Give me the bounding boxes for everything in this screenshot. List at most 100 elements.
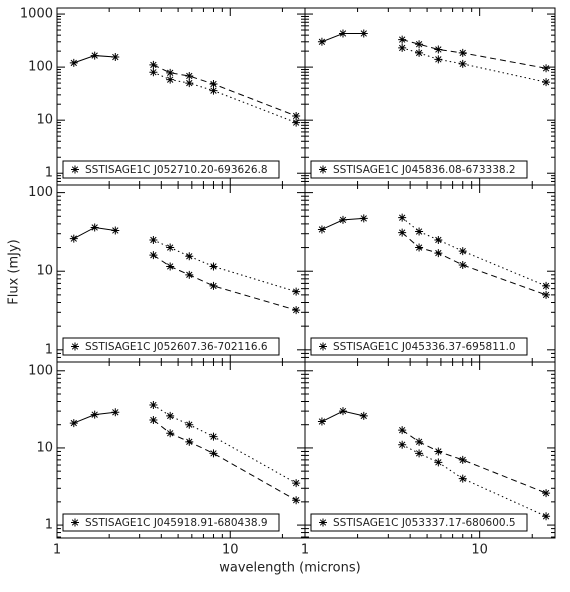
data-point bbox=[209, 432, 218, 441]
data-point bbox=[398, 43, 407, 52]
data-point bbox=[458, 247, 467, 256]
data-point bbox=[458, 455, 467, 464]
data-point bbox=[398, 228, 407, 237]
y-tick-label: 100 bbox=[28, 60, 53, 75]
data-point bbox=[359, 214, 368, 223]
legend-box bbox=[62, 160, 280, 179]
data-point bbox=[415, 48, 424, 57]
data-point bbox=[292, 306, 301, 315]
legend-symbol bbox=[319, 165, 327, 174]
data-point bbox=[185, 437, 194, 446]
series-line bbox=[402, 39, 547, 69]
data-point bbox=[415, 243, 424, 252]
data-point bbox=[209, 80, 218, 89]
data-point bbox=[149, 401, 158, 410]
data-point bbox=[166, 429, 175, 438]
data-point bbox=[415, 437, 424, 446]
y-tick-label: 100 bbox=[28, 185, 53, 200]
series-line bbox=[153, 254, 297, 311]
data-point bbox=[338, 407, 347, 416]
legend-symbol bbox=[71, 165, 79, 174]
legend-box bbox=[310, 160, 528, 179]
legend-symbol bbox=[319, 518, 327, 527]
legend-symbol bbox=[71, 518, 79, 527]
data-point bbox=[69, 419, 78, 428]
series-line bbox=[401, 217, 547, 287]
data-point bbox=[359, 29, 368, 38]
legend-label: SSTISAGE1C J045836.08-673338.2 bbox=[333, 164, 516, 176]
panel-frame bbox=[304, 184, 556, 363]
data-point bbox=[209, 262, 218, 271]
data-point bbox=[185, 420, 194, 429]
data-point bbox=[69, 58, 78, 67]
legend-symbol bbox=[319, 342, 327, 351]
x-tick-label: 1 bbox=[301, 543, 309, 558]
panel-frame bbox=[56, 361, 306, 539]
data-point bbox=[434, 447, 443, 456]
data-point bbox=[398, 426, 407, 435]
data-point bbox=[542, 281, 551, 290]
panel-frame bbox=[56, 184, 306, 363]
data-point bbox=[90, 223, 99, 232]
data-point bbox=[149, 68, 158, 77]
legend-label: SSTISAGE1C J053337.17-680600.5 bbox=[333, 517, 516, 529]
data-point bbox=[292, 479, 301, 488]
panel-frame bbox=[304, 361, 556, 539]
legend-box bbox=[310, 513, 528, 532]
y-tick-label: 1 bbox=[45, 518, 53, 533]
legend-label: SSTISAGE1C J052607.36-702116.6 bbox=[85, 341, 268, 353]
data-point bbox=[166, 75, 175, 84]
data-point bbox=[542, 78, 551, 87]
y-axis-label: Flux (mJy) bbox=[7, 239, 22, 305]
data-point bbox=[542, 512, 551, 521]
legend-label: SSTISAGE1C J045918.91-680438.9 bbox=[85, 517, 268, 529]
data-point bbox=[90, 410, 99, 419]
series-line bbox=[153, 239, 297, 293]
data-point bbox=[398, 35, 407, 44]
data-point bbox=[149, 235, 158, 244]
data-point bbox=[434, 235, 443, 244]
y-tick-label: 10 bbox=[36, 440, 53, 455]
legend-box bbox=[62, 513, 280, 532]
data-point bbox=[434, 458, 443, 467]
data-point bbox=[209, 449, 218, 458]
data-point bbox=[149, 416, 158, 425]
data-point bbox=[415, 227, 424, 236]
data-point bbox=[166, 411, 175, 420]
data-point bbox=[434, 55, 443, 64]
data-point bbox=[149, 251, 158, 260]
legend-box bbox=[62, 337, 280, 356]
data-point bbox=[111, 408, 120, 417]
data-point bbox=[415, 449, 424, 458]
data-point bbox=[359, 411, 368, 420]
series-line bbox=[402, 47, 547, 83]
x-tick-label: 10 bbox=[222, 543, 239, 558]
data-point bbox=[292, 496, 301, 505]
data-point bbox=[209, 86, 218, 95]
data-point bbox=[69, 234, 78, 243]
data-point bbox=[338, 29, 347, 38]
x-axis-label: wavelength (microns) bbox=[219, 561, 360, 576]
data-point bbox=[338, 215, 347, 224]
data-point bbox=[185, 79, 194, 88]
data-point bbox=[317, 225, 326, 234]
data-point bbox=[111, 226, 120, 235]
y-tick-label: 10 bbox=[36, 264, 53, 279]
data-point bbox=[458, 59, 467, 68]
y-tick-label: 1 bbox=[45, 342, 53, 357]
legend-symbol bbox=[71, 342, 79, 351]
data-point bbox=[149, 60, 158, 69]
series-line bbox=[401, 232, 547, 296]
series-line bbox=[153, 419, 297, 501]
y-tick-label: 100 bbox=[28, 363, 53, 378]
x-tick-label: 1 bbox=[53, 543, 61, 558]
data-point bbox=[434, 249, 443, 258]
data-point bbox=[434, 45, 443, 54]
legend-label: SSTISAGE1C J052710.20-693626.8 bbox=[85, 164, 268, 176]
y-tick-label: 1 bbox=[45, 166, 53, 181]
data-point bbox=[542, 64, 551, 73]
series-line bbox=[153, 404, 297, 484]
data-point bbox=[185, 71, 194, 80]
panel-frame bbox=[56, 7, 306, 186]
